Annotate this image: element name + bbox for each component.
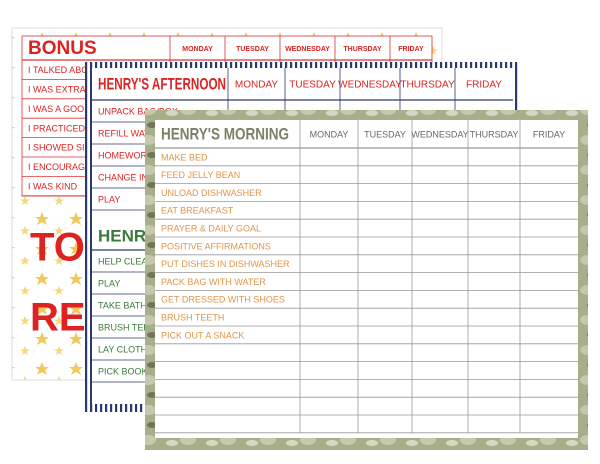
task-label: GET DRESSED WITH SHOES	[161, 295, 285, 305]
task-label: POSITIVE AFFIRMATIONS	[161, 241, 271, 251]
task-label: PICK OUT A SNACK	[161, 330, 244, 340]
task-label: I WAS KIND	[28, 181, 78, 191]
task-label: PICK BOOK	[98, 366, 148, 376]
task-label: CHANGE INT	[98, 172, 154, 182]
task-label: PRAYER & DAILY GOAL	[161, 223, 261, 233]
task-label: FEED JELLY BEAN	[161, 170, 240, 180]
day-header: THURSDAY	[343, 46, 382, 53]
day-header: FRIDAY	[466, 80, 502, 91]
task-label: BRUSH TEETH	[161, 312, 224, 322]
task-label: PUT DISHES IN DISHWASHER	[161, 259, 290, 269]
task-label: I WAS EXTRA	[28, 84, 86, 94]
day-header: TUESDAY	[289, 80, 336, 91]
sheet-title: HENRY'S MORNING	[161, 124, 289, 143]
day-header: THURSDAY	[400, 80, 455, 91]
task-label: LAY CLOTHE	[98, 344, 153, 354]
task-label: HELP CLEAR	[98, 256, 154, 266]
task-label: PLAY	[98, 278, 120, 288]
task-label: EAT BREAKFAST	[161, 206, 234, 216]
task-label: I SHOWED SI	[28, 143, 85, 153]
task-label: I WAS A GOO	[28, 104, 84, 114]
day-header: MONDAY	[310, 129, 349, 139]
day-header: FRIDAY	[398, 46, 424, 53]
day-header: TUESDAY	[236, 46, 269, 53]
day-header: FRIDAY	[533, 129, 565, 139]
day-header: TUESDAY	[364, 129, 406, 139]
day-header: THURSDAY	[470, 129, 519, 139]
day-header: WEDNESDAY	[285, 46, 330, 53]
morning-sheet: HENRY'S MORNING MONDAY TUESDAY WEDNESDAY THU…	[145, 110, 588, 450]
task-label: TAKE BATH	[98, 300, 147, 310]
task-label: MAKE BED	[161, 152, 208, 162]
task-label: PACK BAG WITH WATER	[161, 277, 266, 287]
task-label: BRUSH TEET	[98, 322, 155, 332]
table-area	[155, 120, 578, 438]
day-header: WEDNESDAY	[338, 80, 402, 91]
task-label: HOMEWORK	[98, 150, 153, 160]
task-label: REFILL WATE	[98, 128, 156, 138]
big-word: TO	[30, 226, 85, 270]
task-label: I PRACTICED	[28, 123, 86, 133]
task-label: I ENCOURAG	[28, 162, 85, 172]
task-label: UNLOAD DISHWASHER	[161, 188, 262, 198]
day-header: MONDAY	[182, 46, 213, 53]
sheet-title: HENRY'S AFTERNOON	[98, 74, 226, 93]
big-word: RE	[30, 296, 86, 340]
task-label: PLAY	[98, 194, 120, 204]
sheet-title: BONUS	[28, 38, 97, 59]
task-label: UNPACK BAG/BOX	[98, 106, 178, 116]
day-header: MONDAY	[235, 80, 278, 91]
day-header: WEDNESDAY	[411, 129, 468, 139]
